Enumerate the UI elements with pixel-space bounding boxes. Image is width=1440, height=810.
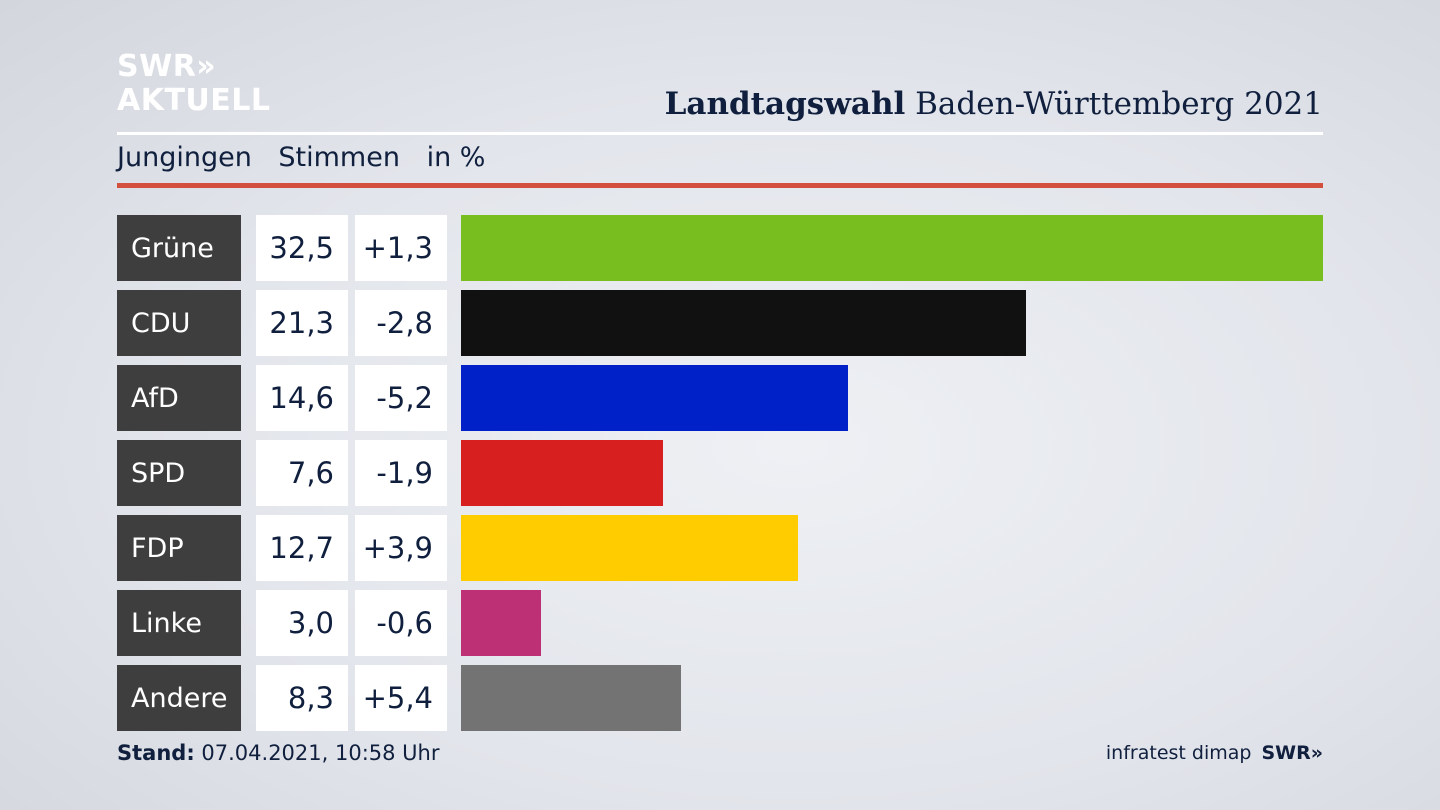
unit-label: in % (426, 142, 486, 173)
vote-share-value: 12,7 (256, 515, 348, 581)
chart-row: Andere 8,3 +5,4 (117, 665, 1323, 731)
page-title: Landtagswahl Baden-Württemberg 2021 (665, 86, 1323, 122)
party-label: FDP (117, 515, 241, 581)
title-bold: Landtagswahl (664, 86, 906, 122)
vote-share-value: 7,6 (256, 440, 348, 506)
title-rest: Baden-Württemberg 2021 (905, 86, 1323, 122)
chart-row: AfD 14,6 -5,2 (117, 365, 1323, 431)
bar (461, 290, 1026, 356)
stand-label: Stand: (117, 741, 195, 765)
bar (461, 215, 1323, 281)
vote-change-value: -2,8 (355, 290, 447, 356)
party-label: CDU (117, 290, 241, 356)
swr-brand-logo: SWR» (1261, 742, 1323, 764)
stand-value: 07.04.2021, 10:58 Uhr (194, 741, 440, 765)
party-label: AfD (117, 365, 241, 431)
bar (461, 590, 541, 656)
bar (461, 515, 798, 581)
chart-row: SPD 7,6 -1,9 (117, 440, 1323, 506)
swr-aktuell-logo: SWR» AKTUELL (117, 52, 271, 116)
source-credit: infratest dimap SWR» (1106, 742, 1323, 764)
vote-share-value: 14,6 (256, 365, 348, 431)
bar (461, 365, 849, 431)
vote-share-value: 32,5 (256, 215, 348, 281)
location-label: Jungingen (117, 142, 252, 173)
party-label: Linke (117, 590, 241, 656)
accent-divider (117, 183, 1323, 188)
vote-change-value: +5,4 (355, 665, 447, 731)
vote-change-value: +1,3 (355, 215, 447, 281)
chart-row: FDP 12,7 +3,9 (117, 515, 1323, 581)
chart-row: CDU 21,3 -2,8 (117, 290, 1323, 356)
bar (461, 440, 663, 506)
vote-change-value: -1,9 (355, 440, 447, 506)
chart-row: Grüne 32,5 +1,3 (117, 215, 1323, 281)
vote-change-value: -5,2 (355, 365, 447, 431)
chart-row: Linke 3,0 -0,6 (117, 590, 1323, 656)
vote-share-value: 8,3 (256, 665, 348, 731)
logo-line-1: SWR» (117, 49, 217, 84)
party-label: Andere (117, 665, 241, 731)
chart-subtitle: Jungingen Stimmen in % (117, 142, 503, 173)
metric-label: Stimmen (278, 142, 400, 173)
header-divider (117, 132, 1323, 135)
logo-line-2: AKTUELL (117, 83, 271, 118)
timestamp: Stand: 07.04.2021, 10:58 Uhr (117, 741, 440, 765)
vote-share-value: 21,3 (256, 290, 348, 356)
vote-change-value: +3,9 (355, 515, 447, 581)
vote-change-value: -0,6 (355, 590, 447, 656)
vote-share-value: 3,0 (256, 590, 348, 656)
party-label: Grüne (117, 215, 241, 281)
source-label: infratest dimap (1105, 742, 1252, 764)
bar (461, 665, 682, 731)
party-label: SPD (117, 440, 241, 506)
